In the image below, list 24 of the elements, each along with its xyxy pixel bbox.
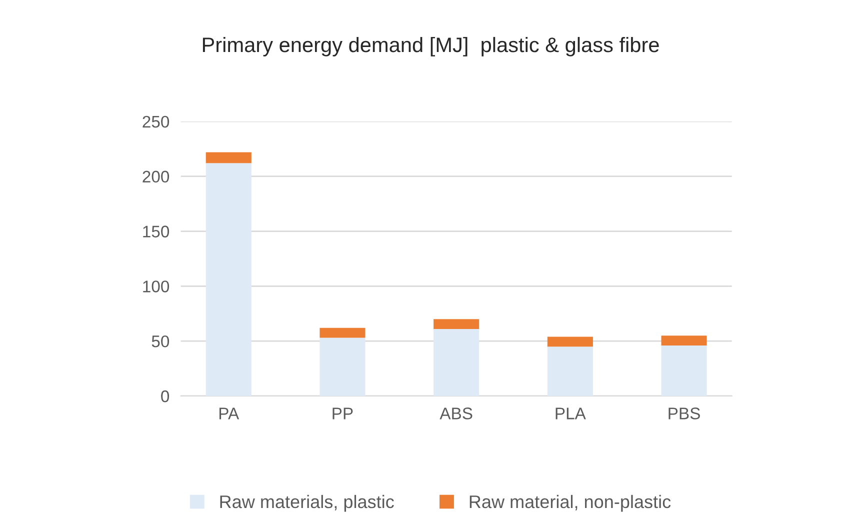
bar — [206, 152, 252, 164]
y-tick-label: 200 — [142, 170, 170, 183]
y-tick-label: 250 — [142, 116, 170, 128]
x-tick-label: PP — [332, 408, 353, 420]
y-tick-label: 100 — [143, 280, 170, 292]
bar — [434, 319, 480, 330]
y-tick-label: 50 — [152, 335, 170, 348]
legend-label: Raw materials, plastic — [220, 494, 394, 512]
bar — [320, 338, 366, 396]
x-tick-label: ABS — [440, 408, 472, 420]
bar — [206, 163, 252, 396]
bar — [661, 345, 707, 396]
bar — [661, 336, 707, 346]
y-tick-label: 0 — [161, 390, 170, 402]
legend-label: Raw material, non-plastic — [470, 494, 671, 512]
x-tick-label: PBS — [668, 408, 700, 420]
bar — [320, 328, 366, 338]
y-tick-label: 150 — [143, 226, 170, 238]
bar — [434, 329, 480, 396]
bar — [547, 336, 593, 347]
bar — [547, 346, 593, 396]
chart-title: Primary energy demand [MJ] plastic & glass fibre — [202, 36, 659, 56]
x-tick-label: PA — [219, 408, 240, 420]
x-tick-label: PLA — [556, 408, 586, 420]
